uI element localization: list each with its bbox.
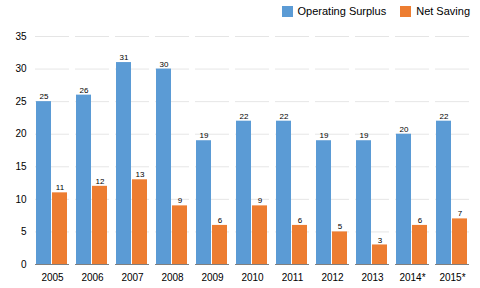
svg-text:7: 7 — [458, 209, 463, 218]
svg-text:2005: 2005 — [41, 272, 64, 283]
svg-text:6: 6 — [298, 216, 303, 225]
svg-text:10: 10 — [15, 194, 27, 205]
svg-text:20: 20 — [400, 125, 409, 134]
html-text:Operating Surplus: Operating Surplus — [297, 5, 387, 17]
svg-text:6: 6 — [418, 216, 423, 225]
svg-text:3: 3 — [378, 236, 383, 245]
svg-text:35: 35 — [15, 31, 27, 42]
svg-text:30: 30 — [160, 60, 169, 69]
svg-text:2014*: 2014* — [399, 272, 425, 283]
svg-text:9: 9 — [258, 196, 263, 205]
svg-text:30: 30 — [15, 63, 27, 74]
svg-text:22: 22 — [280, 112, 289, 121]
svg-text:5: 5 — [21, 226, 27, 237]
svg-text:19: 19 — [200, 131, 209, 140]
svg-text:2015*: 2015* — [439, 272, 465, 283]
svg-text:2011: 2011 — [282, 272, 304, 283]
svg-text:11: 11 — [56, 183, 65, 192]
svg-text:5: 5 — [338, 222, 343, 231]
svg-text:9: 9 — [178, 196, 183, 205]
svg-text:6: 6 — [218, 216, 223, 225]
svg-text:19: 19 — [320, 131, 329, 140]
svg-text:25: 25 — [15, 96, 27, 107]
svg-text:2009: 2009 — [201, 272, 224, 283]
svg-text:2013: 2013 — [361, 272, 384, 283]
html-text:Net Saving: Net Saving — [416, 5, 470, 17]
svg-text:26: 26 — [80, 86, 89, 95]
svg-text:20: 20 — [15, 128, 27, 139]
svg-text:19: 19 — [360, 131, 369, 140]
svg-text:2012: 2012 — [321, 272, 344, 283]
svg-text:13: 13 — [136, 170, 145, 179]
svg-text:31: 31 — [120, 53, 129, 62]
svg-text:15: 15 — [15, 161, 27, 172]
svg-text:0: 0 — [21, 259, 27, 270]
svg-text:22: 22 — [240, 112, 249, 121]
svg-text:2008: 2008 — [161, 272, 184, 283]
svg-text:2007: 2007 — [121, 272, 144, 283]
svg-text:12: 12 — [96, 177, 105, 186]
svg-text:2010: 2010 — [241, 272, 264, 283]
svg-text:25: 25 — [40, 92, 49, 101]
svg-text:22: 22 — [440, 112, 449, 121]
svg-text:2006: 2006 — [81, 272, 104, 283]
